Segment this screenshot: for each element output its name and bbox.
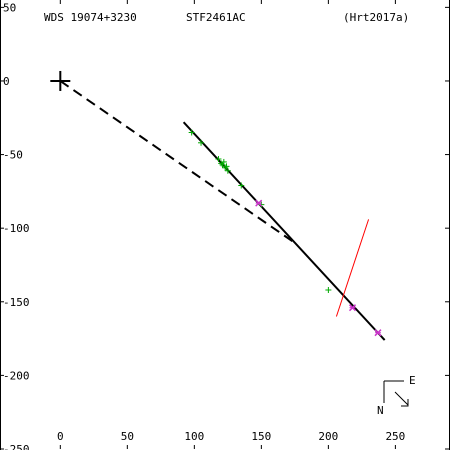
y-tick-label: -250 <box>3 443 30 450</box>
x-tick-label: 100 <box>184 430 204 443</box>
primary-star-marker <box>50 70 71 91</box>
green-point <box>198 139 205 146</box>
header-title: STF2461AC <box>186 11 246 24</box>
magenta-point <box>255 199 263 207</box>
red-line <box>335 219 370 317</box>
x-tick-label: 50 <box>121 430 134 443</box>
chart-points <box>50 70 382 337</box>
green-point <box>219 161 226 168</box>
green-point <box>215 155 222 162</box>
y-tick-label: 50 <box>3 1 16 14</box>
y-tick-label: -200 <box>3 369 30 382</box>
green-point <box>220 158 227 165</box>
chart-lines <box>59 80 386 341</box>
header-right: (Hrt2017a) <box>343 11 409 24</box>
x-axis: 0 50 100 150 200 250 <box>57 0 405 449</box>
compass-icon: E N <box>377 374 416 417</box>
green-point <box>222 164 229 171</box>
compass-east-label: E <box>409 374 416 387</box>
y-tick-label: -100 <box>3 222 30 235</box>
y-tick-label: -50 <box>3 149 23 162</box>
magenta-point <box>374 329 382 337</box>
x-tick-label: 200 <box>318 430 338 443</box>
compass-north-label: N <box>377 404 384 417</box>
x-tick-label: 250 <box>385 430 405 443</box>
y-tick-label: -150 <box>3 296 30 309</box>
y-tick-label: 0 <box>3 75 10 88</box>
green-point <box>188 129 195 136</box>
dashed-line <box>59 80 296 244</box>
header-left: WDS 19074+3230 <box>44 11 137 24</box>
magenta-point <box>348 304 357 312</box>
x-tick-label: 150 <box>251 430 271 443</box>
green-point <box>325 287 332 294</box>
x-tick-label: 0 <box>57 430 64 443</box>
green-point <box>218 160 225 167</box>
green-point <box>224 167 231 174</box>
green-point <box>238 182 245 189</box>
green-point <box>223 163 230 170</box>
